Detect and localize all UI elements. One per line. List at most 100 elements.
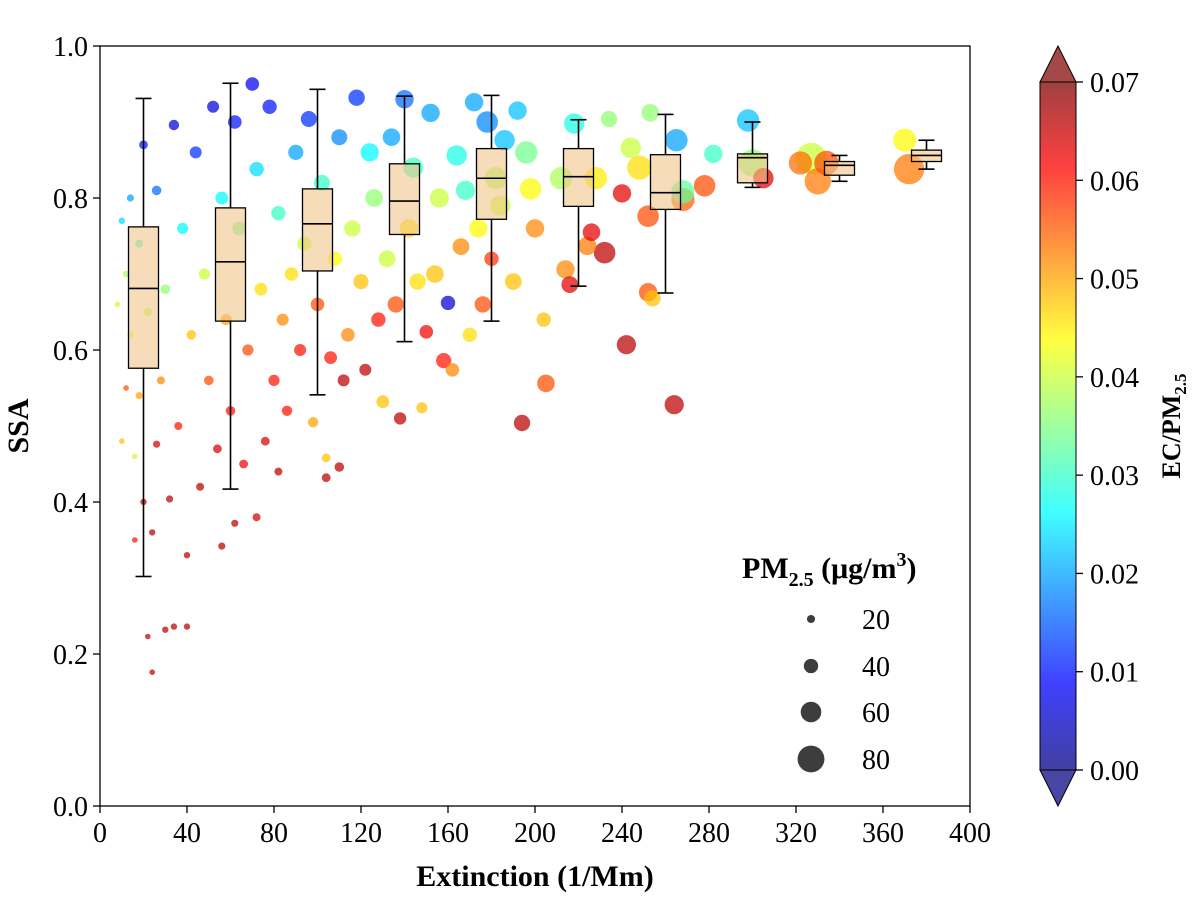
scatter-point	[637, 205, 659, 227]
scatter-point	[452, 238, 470, 256]
boxplot	[388, 95, 421, 343]
scatter-point	[321, 473, 331, 483]
colorbar-label-main: EC/PM	[1157, 395, 1186, 479]
scatter-point	[288, 144, 304, 160]
x-tick-label: 160	[427, 818, 469, 849]
scatter-point	[409, 273, 426, 290]
scatter-point	[126, 194, 134, 202]
boxplot-box	[301, 188, 334, 272]
size-legend-marker	[806, 614, 816, 624]
scatter-point	[324, 351, 337, 364]
boxplot-box	[475, 147, 508, 220]
colorbar: 0.00 0.01 0.02 0.03 0.04 0.05 0.06 0.07 EC/PM2.…	[1039, 44, 1190, 808]
colorbar-label: EC/PM2.5	[1157, 373, 1190, 478]
boxplot	[736, 121, 769, 189]
y-tick-label: 1.0	[53, 32, 88, 63]
scatter-point	[160, 284, 171, 295]
scatter-point	[119, 438, 125, 445]
scatter-point	[564, 113, 585, 134]
scatter-point	[704, 144, 723, 164]
scatter-point	[218, 542, 226, 550]
colorbar-tick-label: 0.07	[1090, 68, 1139, 99]
scatter-point	[445, 363, 460, 377]
scatter-point	[508, 101, 527, 120]
scatter-point	[627, 155, 652, 180]
y-tick-label: 0.2	[53, 640, 88, 671]
scatter-point	[515, 141, 538, 164]
scatter-point	[578, 236, 597, 256]
colorbar-tick-label: 0.04	[1090, 363, 1139, 394]
scatter-point	[231, 519, 239, 527]
size-legend: PM2.5 (μg/m3) 20 40 60 80	[742, 549, 916, 776]
colorbar-frame	[1039, 81, 1077, 771]
x-tick-label: 320	[775, 818, 817, 849]
colorbar-tick-label: 0.02	[1090, 559, 1139, 590]
scatter-point	[893, 128, 917, 152]
scatter-point	[593, 241, 616, 264]
scatter-point	[504, 273, 522, 290]
y-tick-label: 0.6	[53, 336, 88, 367]
scatter-point	[382, 128, 401, 146]
x-tick-label: 360	[862, 818, 904, 849]
scatter-point	[519, 178, 542, 200]
boxplot	[562, 118, 595, 287]
scatter-point	[294, 344, 307, 356]
scatter-point	[476, 111, 499, 133]
scatter-point	[122, 270, 130, 278]
scatter-point	[186, 330, 197, 340]
boxplot-box	[127, 226, 160, 369]
scatter-point	[440, 295, 456, 311]
size-legend-marker	[797, 745, 825, 773]
scatter-point	[644, 290, 661, 307]
scatter-point	[145, 633, 151, 640]
scatter-point	[189, 146, 202, 159]
scatter-point	[207, 100, 220, 113]
size-legend-marker	[800, 701, 822, 723]
scatter-point	[455, 180, 475, 200]
scatter-point	[321, 453, 331, 463]
scatter-point	[166, 495, 174, 503]
scatter-point	[494, 130, 515, 151]
size-legend-label: 60	[862, 698, 890, 729]
scatter-point	[664, 395, 684, 415]
scatter-point	[132, 453, 138, 460]
scatter-point	[281, 405, 293, 416]
scatter-points	[114, 77, 925, 675]
scatter-point	[213, 444, 222, 454]
scatter-point	[378, 250, 396, 268]
scatter-point	[620, 137, 641, 158]
x-tick-label: 400	[949, 818, 991, 849]
scatter-point	[271, 206, 286, 221]
scatter-point	[446, 145, 467, 166]
scatter-point	[416, 402, 428, 414]
scatter-point	[341, 328, 355, 342]
x-tick-label: 280	[688, 818, 730, 849]
scatter-point	[371, 312, 386, 327]
scatter-point	[616, 335, 637, 355]
boxplot-box	[388, 163, 421, 236]
scatter-point	[245, 77, 260, 91]
scatter-point	[537, 374, 555, 393]
scatter-point	[252, 513, 261, 522]
scatter-point	[177, 222, 189, 234]
boxplot	[475, 94, 508, 322]
size-legend-title-close: )	[906, 552, 916, 585]
scatter-point	[198, 268, 210, 280]
scatter-point	[300, 111, 317, 127]
x-tick-label: 40	[173, 818, 201, 849]
boxplot	[649, 113, 682, 294]
x-axis-ticks: 0 40 80 120 160 200 240 280 320 360 400	[93, 806, 991, 849]
scatter-point	[421, 103, 440, 123]
scatter-point	[344, 220, 361, 237]
scatter-point	[334, 462, 345, 472]
size-legend-marker	[803, 658, 819, 674]
x-tick-label: 240	[601, 818, 643, 849]
scatter-point	[359, 363, 372, 376]
scatter-point	[242, 344, 254, 356]
scatter-point	[135, 392, 143, 400]
scatter-point	[464, 93, 484, 112]
scatter-point	[168, 119, 180, 131]
scatter-point	[153, 440, 161, 448]
scatter-point	[118, 217, 126, 224]
